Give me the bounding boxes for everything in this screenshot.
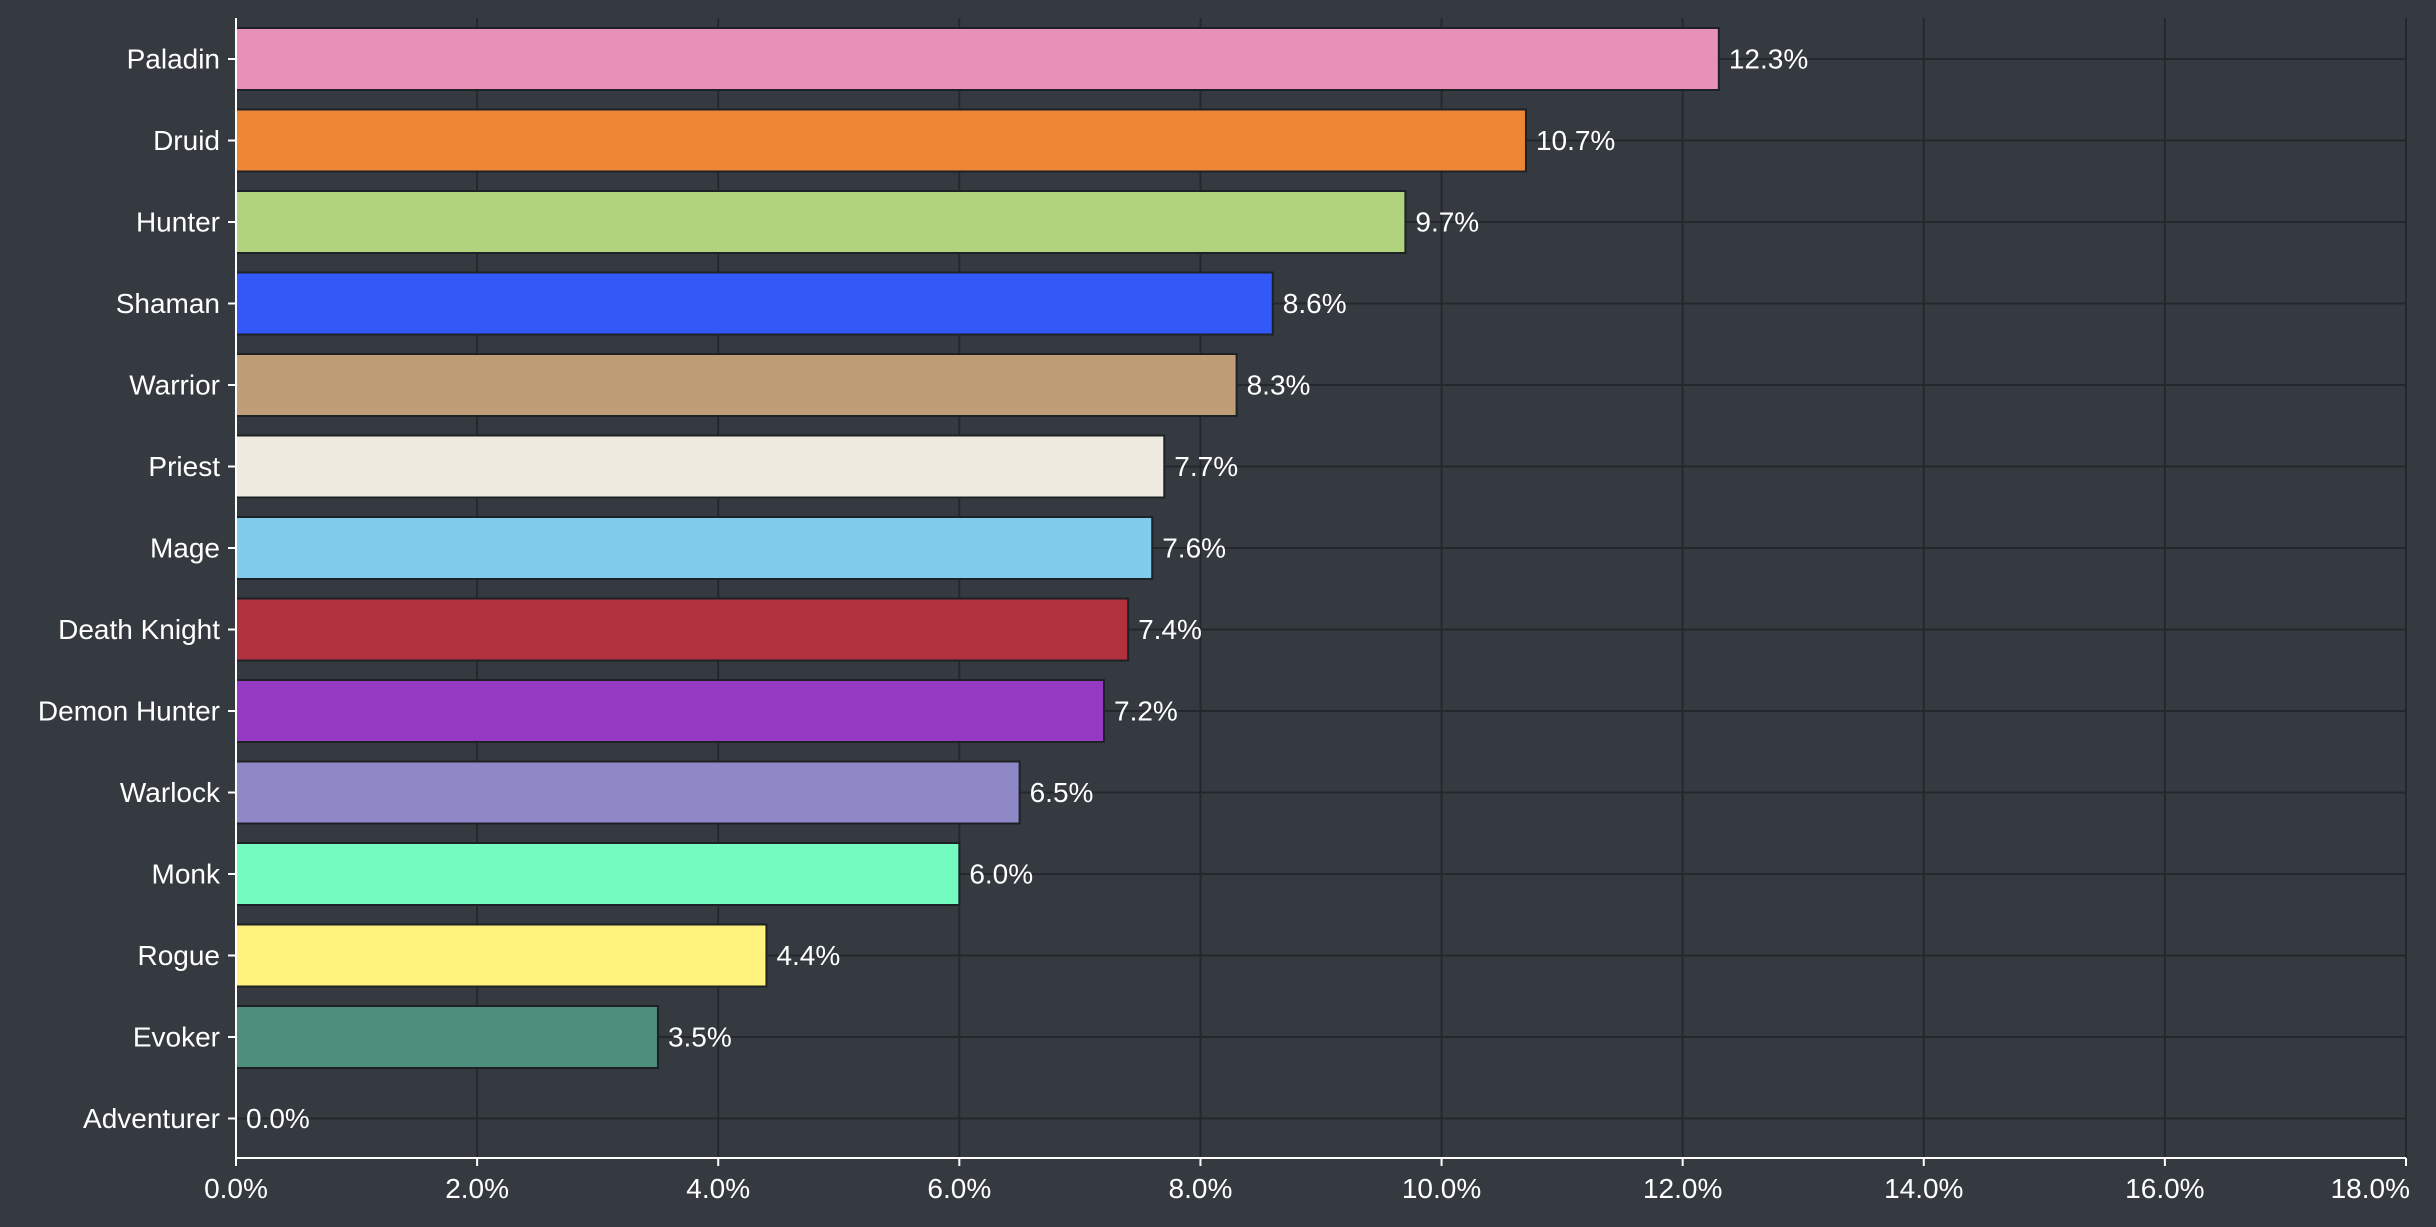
category-label: Rogue	[137, 940, 220, 971]
x-tick-label: 10.0%	[1402, 1173, 1481, 1204]
value-label: 9.7%	[1415, 207, 1479, 238]
x-tick-label: 2.0%	[445, 1173, 509, 1204]
bar-rogue	[235, 923, 768, 988]
value-label: 10.7%	[1536, 125, 1615, 156]
axis-layer	[228, 18, 2407, 1166]
bar-monk	[235, 842, 961, 906]
category-label: Monk	[152, 859, 221, 890]
category-label: Hunter	[136, 207, 220, 238]
value-label: 7.2%	[1114, 696, 1178, 727]
x-tick-label: 8.0%	[1169, 1173, 1233, 1204]
bar-death-knight	[235, 597, 1130, 662]
category-label: Shaman	[116, 288, 220, 319]
bar-warrior	[235, 353, 1238, 417]
value-label: 6.5%	[1030, 777, 1094, 808]
bar-evoker	[235, 1005, 659, 1069]
value-label: 4.4%	[776, 940, 840, 971]
category-label: Adventurer	[83, 1103, 220, 1134]
bar-paladin	[235, 27, 1720, 91]
x-tick-label: 14.0%	[1884, 1173, 1963, 1204]
category-label: Evoker	[133, 1022, 220, 1053]
value-label: 12.3%	[1729, 44, 1808, 75]
category-label: Priest	[148, 451, 220, 482]
bars-layer	[235, 27, 1720, 1069]
value-label: 7.7%	[1174, 451, 1238, 482]
category-label: Paladin	[127, 44, 220, 75]
bar-shaman	[235, 271, 1274, 336]
category-label: Mage	[150, 533, 220, 564]
value-label: 0.0%	[246, 1103, 310, 1134]
bar-priest	[235, 434, 1166, 499]
x-tick-label: 0.0%	[204, 1173, 268, 1204]
value-label: 7.6%	[1162, 533, 1226, 564]
value-label: 3.5%	[668, 1022, 732, 1053]
bar-warlock	[235, 760, 1021, 825]
x-tick-label: 12.0%	[1643, 1173, 1722, 1204]
value-label: 8.3%	[1247, 370, 1311, 401]
category-label: Demon Hunter	[38, 696, 220, 727]
labels-layer: Paladin 12.3% Druid 10.7% Hunter 9.7% Shaman 8.…	[38, 44, 2410, 1205]
category-label: Druid	[153, 125, 220, 156]
x-tick-label: 4.0%	[686, 1173, 750, 1204]
category-label: Warrior	[129, 370, 220, 401]
bar-hunter	[235, 190, 1407, 254]
x-tick-label: 18.0%	[2331, 1173, 2410, 1204]
bar-mage	[235, 516, 1154, 580]
x-tick-label: 6.0%	[927, 1173, 991, 1204]
value-label: 6.0%	[969, 859, 1033, 890]
value-label: 7.4%	[1138, 614, 1202, 645]
bar-druid	[235, 108, 1527, 173]
category-label: Death Knight	[58, 614, 220, 645]
value-label: 8.6%	[1283, 288, 1347, 319]
x-tick-label: 16.0%	[2125, 1173, 2204, 1204]
category-label: Warlock	[120, 777, 221, 808]
bar-demon-hunter	[235, 679, 1105, 743]
